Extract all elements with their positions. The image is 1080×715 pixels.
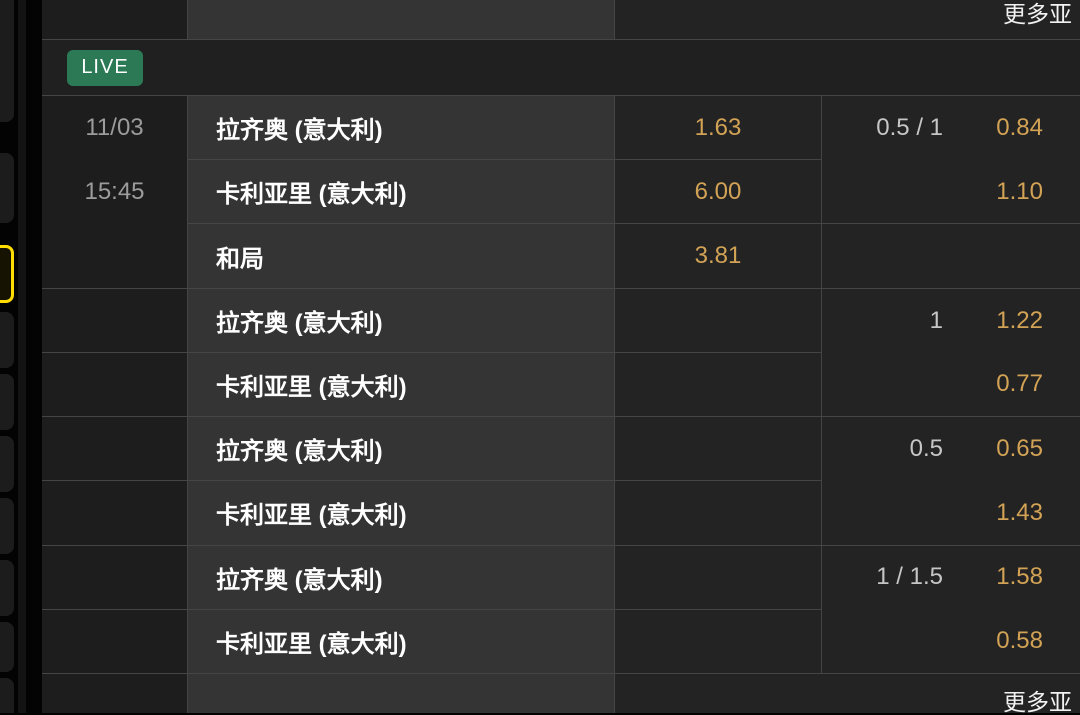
team-name: 卡利亚里 (意大利): [188, 609, 615, 674]
team-name: 卡利亚里 (意大利): [188, 352, 615, 418]
date-cell-empty: [42, 352, 188, 418]
rail-divider: [18, 0, 26, 715]
handicap-bet-home[interactable]: 0.5 0.65: [822, 417, 1080, 481]
date-cell-empty: [42, 288, 188, 353]
handicap-group: 1 1.22 0.77: [822, 288, 1080, 418]
team-name: 卡利亚里 (意大利): [188, 481, 615, 546]
handicap-empty: [822, 224, 1080, 289]
odds-1x2-empty: [615, 352, 822, 418]
team-name: 拉齐奥 (意大利): [188, 96, 615, 161]
rail-item[interactable]: [0, 622, 14, 672]
rail-item[interactable]: [0, 374, 14, 430]
date-cell-empty: [42, 545, 188, 610]
odds-1x2-empty: [615, 545, 822, 610]
handicap-odds: 0.65: [996, 434, 1043, 462]
odds-1x2-home[interactable]: 1.63: [615, 96, 822, 161]
team-name: 卡利亚里 (意大利): [188, 160, 615, 225]
rail-item[interactable]: [0, 498, 14, 554]
odds-1x2-empty: [615, 417, 822, 482]
date-cell-empty: [42, 609, 188, 674]
rail-item[interactable]: [0, 0, 14, 122]
handicap-line: 1 / 1.5: [876, 563, 943, 591]
handicap-bet-away[interactable]: 0.77: [822, 352, 1080, 416]
rail-item[interactable]: [0, 312, 14, 368]
rail-item[interactable]: [0, 436, 14, 492]
handicap-line: 0.5: [909, 434, 943, 462]
bottom-edge-strip: [0, 713, 1080, 715]
handicap-odds: 1.58: [996, 563, 1043, 591]
odds-1x2-empty: [615, 481, 822, 546]
handicap-bet-away[interactable]: 1.10: [822, 160, 1080, 224]
odds-1x2-empty: [615, 288, 822, 353]
team-name: 拉齐奥 (意大利): [188, 417, 615, 482]
handicap-odds: 1.43: [996, 498, 1043, 526]
team-name: 拉齐奥 (意大利): [188, 288, 615, 353]
date-cell-empty: [42, 417, 188, 482]
team-name: 和局: [188, 224, 615, 289]
more-asian-lines-link-bottom[interactable]: 更多亚: [615, 673, 1080, 715]
handicap-group: 1 / 1.5 1.58 0.58: [822, 545, 1080, 674]
team-cell-bottom: [188, 673, 615, 715]
odds-table: 更多亚 LIVE 11/03 15:45 拉齐奥 (意大利) 卡利亚里 (意大利…: [42, 0, 1080, 715]
live-badge: LIVE: [67, 49, 143, 86]
handicap-odds: 0.77: [996, 370, 1043, 398]
live-row: LIVE: [42, 40, 1080, 96]
handicap-odds: 0.84: [996, 113, 1043, 141]
odds-1x2-empty: [615, 609, 822, 674]
handicap-odds: 1.10: [996, 177, 1043, 205]
odds-1x2-draw[interactable]: 3.81: [615, 224, 822, 289]
odds-1x2-away[interactable]: 6.00: [615, 160, 822, 225]
rail-item[interactable]: [0, 678, 14, 715]
handicap-line: 1: [929, 306, 943, 334]
match-date: 11/03: [85, 114, 144, 142]
match-datetime-cell: 11/03 15:45: [42, 96, 188, 289]
handicap-bet-home[interactable]: 0.5 / 1 0.84: [822, 96, 1080, 160]
team-name: 拉齐奥 (意大利): [188, 545, 615, 610]
rail-item[interactable]: [0, 560, 14, 616]
handicap-group: 0.5 0.65 1.43: [822, 417, 1080, 546]
rail-item[interactable]: [0, 153, 14, 223]
left-rail: [0, 0, 42, 715]
rail-item-active[interactable]: [0, 245, 14, 303]
handicap-bet-away[interactable]: 1.43: [822, 481, 1080, 545]
handicap-line: 0.5 / 1: [876, 113, 943, 141]
handicap-bet-home[interactable]: 1 1.22: [822, 289, 1080, 353]
handicap-odds: 0.58: [996, 627, 1043, 655]
team-cell-top: [188, 0, 615, 40]
more-asian-lines-link-top[interactable]: 更多亚: [615, 0, 1080, 40]
date-cell-empty: [42, 481, 188, 546]
date-cell-bottom: [42, 673, 188, 715]
handicap-odds: 1.22: [996, 306, 1043, 334]
handicap-bet-away[interactable]: 0.58: [822, 609, 1080, 673]
handicap-group: 0.5 / 1 0.84 1.10: [822, 96, 1080, 225]
match-time: 15:45: [84, 178, 145, 206]
handicap-bet-home[interactable]: 1 / 1.5 1.58: [822, 546, 1080, 610]
date-cell-top: [42, 0, 188, 40]
